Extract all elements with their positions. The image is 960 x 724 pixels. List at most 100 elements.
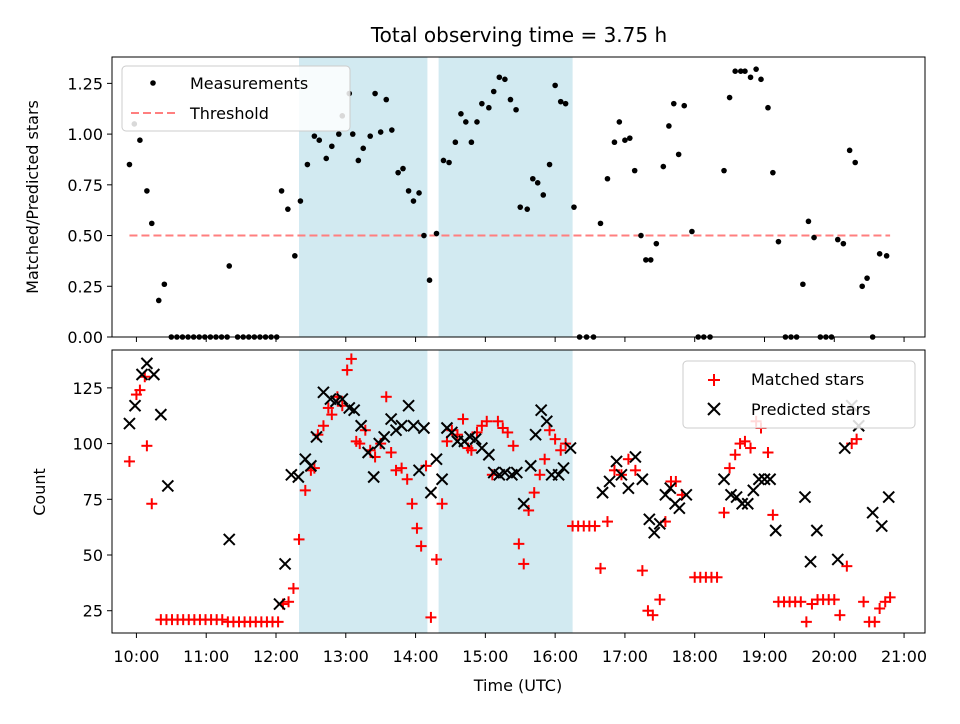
shaded-interval-1	[438, 57, 573, 337]
top-legend-box	[121, 65, 351, 132]
bottom-shaded-intervals	[299, 350, 573, 633]
measurement-point	[805, 218, 812, 225]
predicted-star-point	[347, 403, 361, 417]
matched-star-point	[283, 596, 295, 608]
matched-star-point	[481, 415, 493, 427]
measurement-point	[316, 137, 323, 143]
matched-star-point	[670, 475, 682, 487]
y-tick-label: 25	[83, 602, 103, 621]
measurement-point	[726, 94, 733, 101]
matched-star-point	[425, 611, 437, 623]
matched-star-point	[492, 415, 504, 427]
matched-star-point	[762, 447, 774, 459]
predicted-star-point	[838, 441, 851, 455]
matched-star-point	[544, 424, 556, 436]
predicted-star-point	[147, 368, 161, 381]
legend-matched-marker	[708, 374, 720, 386]
x-axis-label: Time (UTC)	[473, 676, 562, 695]
matched-star-point	[513, 538, 525, 550]
x-tick-label: 17:00	[602, 647, 648, 666]
matched-star-point	[828, 594, 840, 606]
measurement-point	[660, 163, 667, 170]
y-tick-label: 125	[72, 379, 103, 398]
matched-star-point	[216, 614, 228, 626]
matched-star-point	[354, 438, 366, 450]
matched-star-point	[795, 596, 807, 608]
measurement-point	[297, 198, 304, 204]
measurement-point	[410, 198, 417, 204]
measurement-point	[770, 169, 776, 176]
predicted-star-point	[412, 464, 426, 477]
measurement-point	[758, 76, 764, 83]
matched-star-point	[317, 420, 329, 432]
measurement-point	[395, 169, 401, 176]
measurement-point	[490, 88, 497, 95]
matched-star-point	[594, 562, 606, 574]
measurement-point	[416, 190, 422, 196]
measurement-point	[811, 234, 817, 241]
measurement-point	[349, 131, 356, 137]
predicted-star-point	[615, 468, 628, 481]
legend-measurements-label: Measurements	[190, 74, 308, 93]
measurement-point	[426, 277, 433, 283]
predicted-star-point	[622, 481, 635, 495]
matched-star-point	[326, 409, 338, 421]
predicted-star-point	[407, 419, 420, 432]
measurement-point	[666, 123, 672, 129]
matched-star-point	[523, 504, 535, 516]
matched-star-point	[647, 609, 659, 621]
predicted-star-point	[636, 473, 649, 486]
matched-star-point	[549, 433, 561, 445]
predicted-star-point	[653, 517, 667, 531]
measurement-point	[463, 119, 469, 125]
predicted-star-point	[798, 490, 812, 504]
predicted-star-point	[648, 526, 661, 539]
predicted-stars-series	[123, 357, 895, 611]
predicted-star-point	[552, 468, 565, 481]
measurement-point	[372, 90, 378, 97]
predicted-star-point	[596, 486, 609, 499]
predicted-star-point	[384, 412, 398, 426]
shaded-interval-0	[299, 350, 428, 633]
top-shaded-intervals	[299, 57, 573, 337]
measurement-point	[859, 283, 865, 290]
measurement-point	[433, 230, 440, 237]
predicted-star-point	[424, 486, 438, 499]
measurement-point	[161, 281, 168, 288]
y-tick-label: 1.00	[67, 125, 103, 144]
matched-star-point	[858, 596, 870, 608]
measurement-point	[513, 106, 519, 113]
predicted-star-point	[810, 524, 824, 537]
predicted-star-point	[752, 473, 766, 486]
measurement-point	[653, 240, 660, 247]
matched-star-point	[636, 565, 648, 577]
measurement-point	[638, 232, 644, 239]
measurement-point	[534, 179, 541, 186]
matched-star-point	[272, 616, 284, 628]
matched-star-point	[293, 533, 305, 545]
measurement-point	[421, 232, 427, 239]
measurement-point	[323, 155, 330, 162]
x-tick-label: 12:00	[253, 647, 299, 666]
matched-star-point	[134, 384, 146, 396]
measurement-point	[775, 238, 782, 245]
predicted-star-point	[154, 408, 168, 421]
matched-star-point	[734, 438, 746, 450]
measurement-point	[148, 220, 155, 227]
measurement-point	[747, 74, 754, 81]
legend-measurements-marker	[150, 80, 156, 86]
matched-star-point	[146, 498, 158, 510]
matched-star-point	[380, 391, 392, 403]
measurement-point	[468, 139, 475, 146]
matched-star-point	[629, 464, 641, 476]
predicted-star-point	[278, 557, 292, 571]
measurement-point	[458, 111, 464, 117]
measurement-point	[597, 220, 604, 227]
measurement-point	[883, 253, 890, 259]
measurement-point	[389, 127, 395, 133]
predicted-star-point	[882, 490, 895, 504]
predicted-star-point	[534, 403, 548, 417]
predicted-star-point	[673, 502, 686, 515]
predicted-star-point	[866, 506, 879, 519]
top-legend: Measurements Threshold	[121, 65, 351, 132]
